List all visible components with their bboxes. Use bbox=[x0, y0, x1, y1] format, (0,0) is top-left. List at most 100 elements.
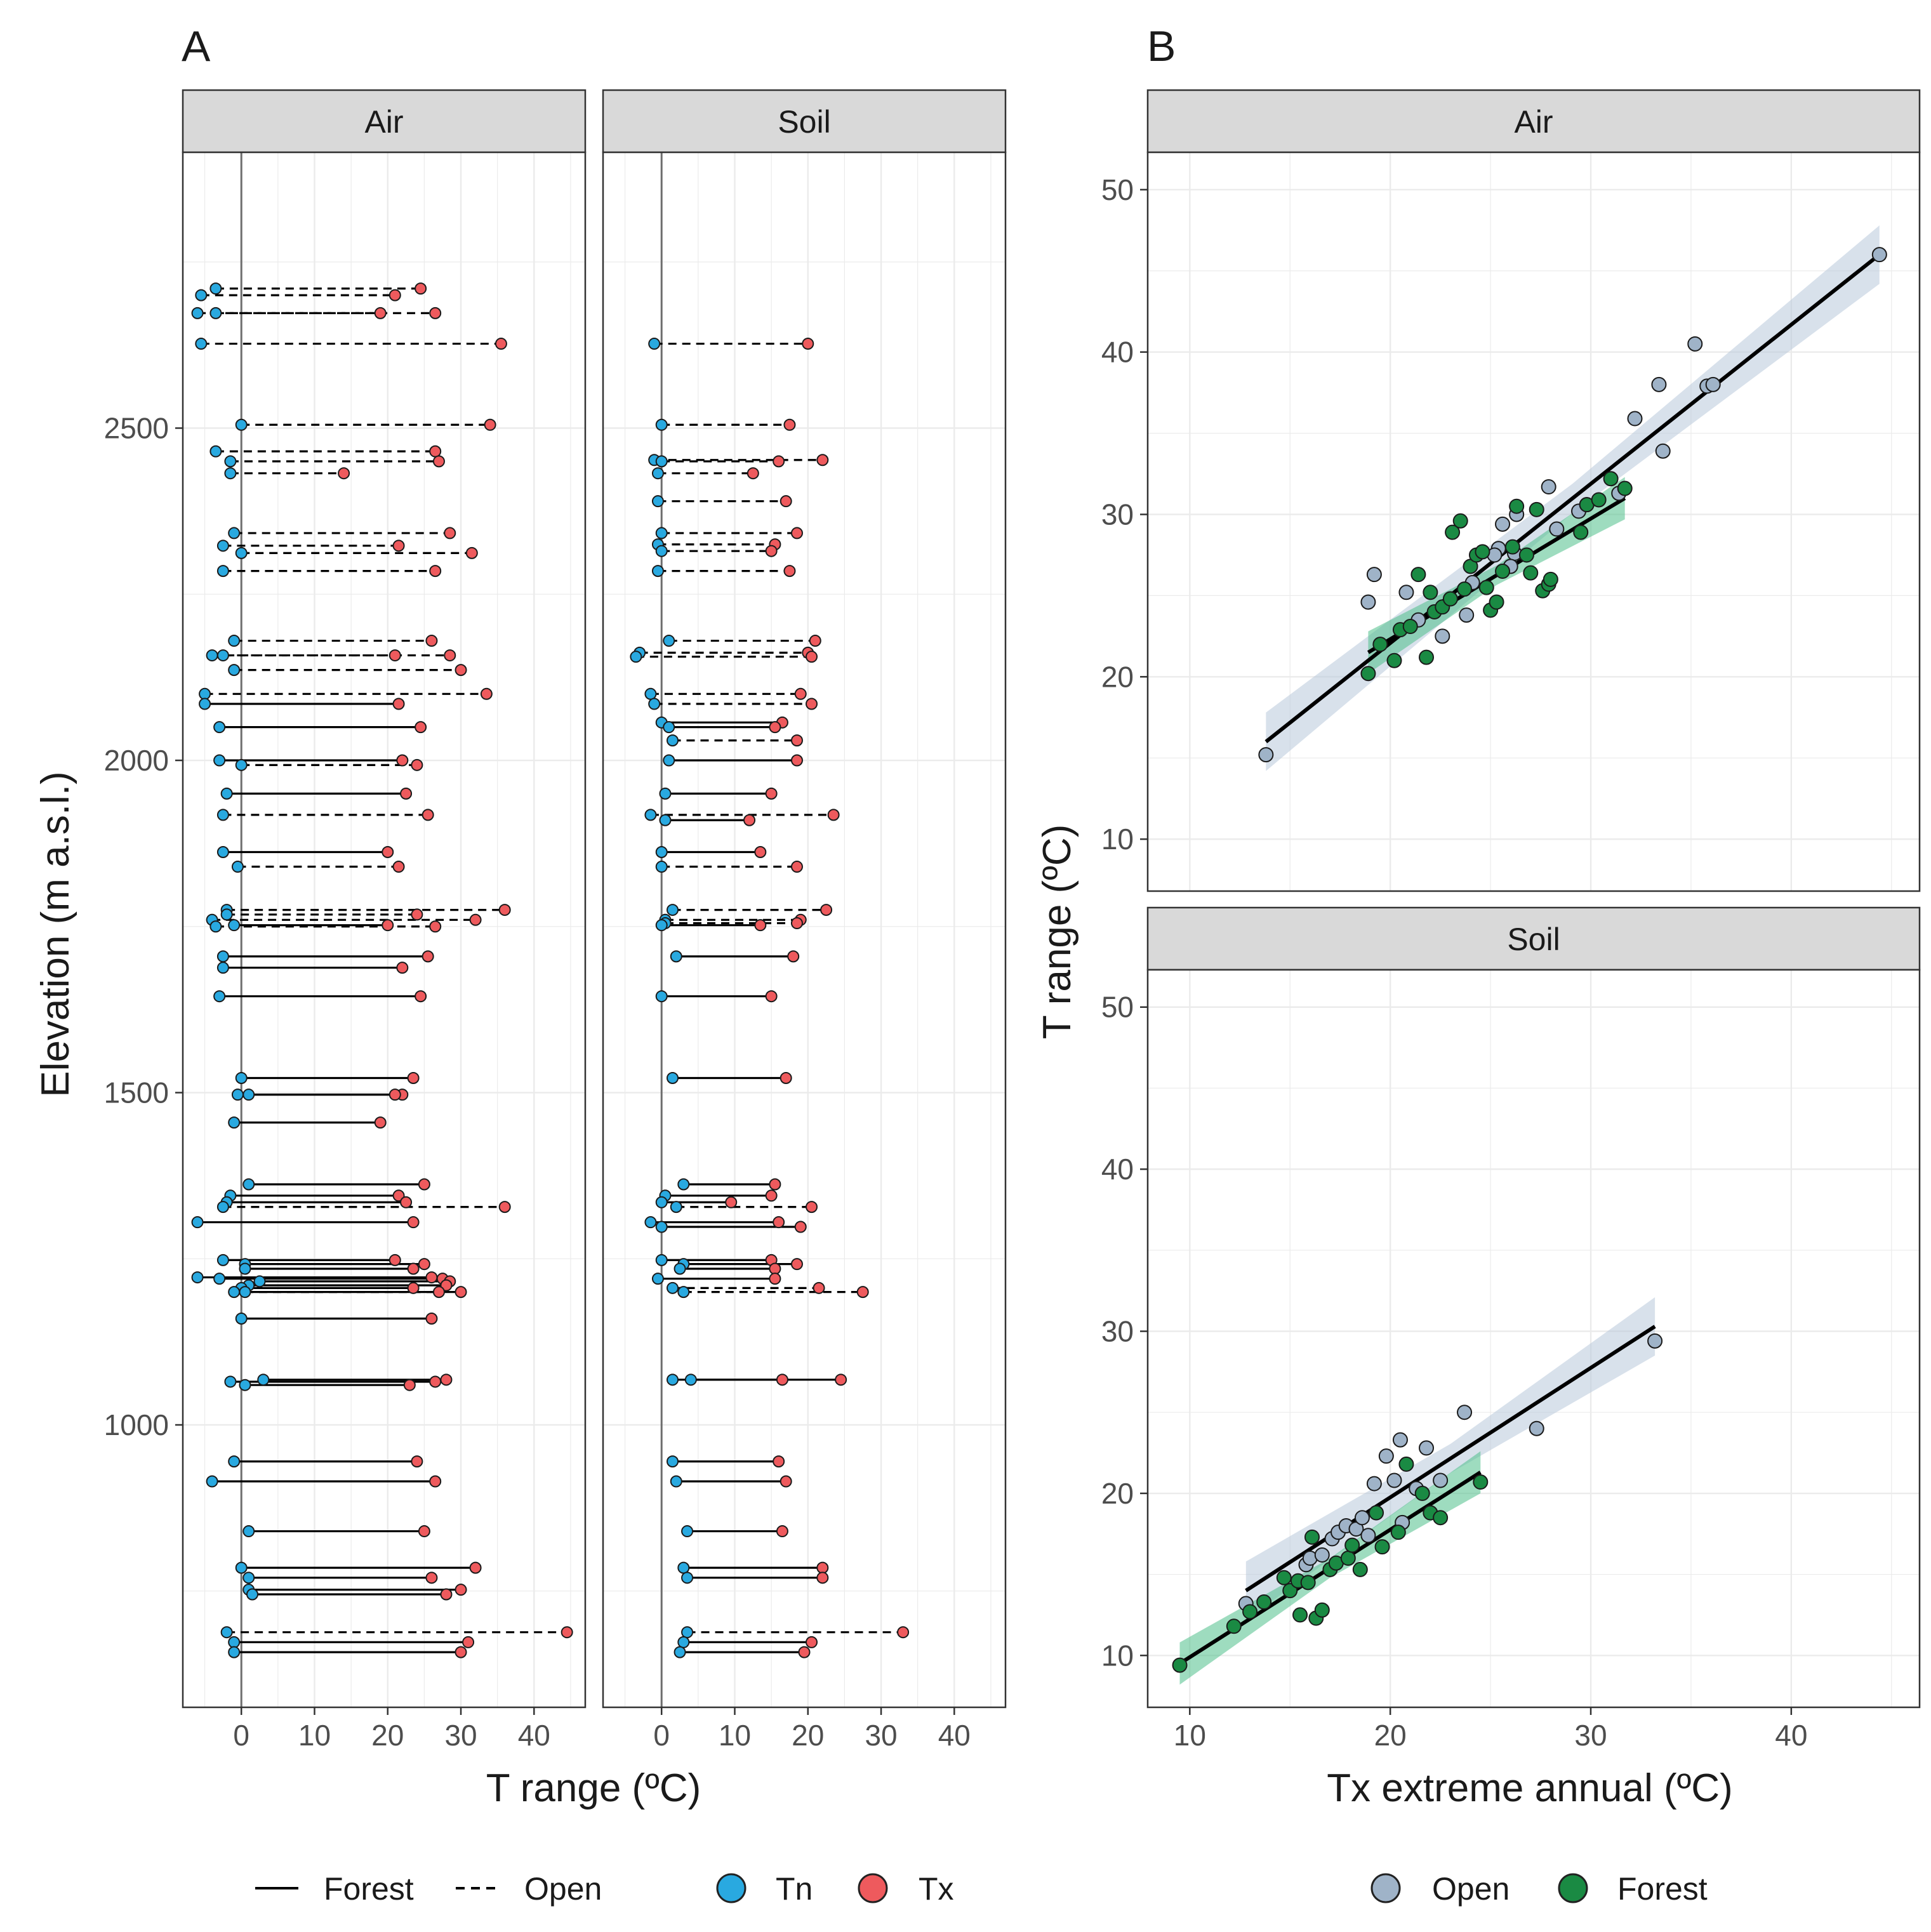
open-point bbox=[1378, 1448, 1394, 1464]
tn-point bbox=[228, 664, 241, 677]
tn-point bbox=[651, 467, 664, 480]
plot-border-air bbox=[1146, 151, 1921, 892]
tx-point bbox=[396, 962, 409, 974]
y-tick-label: 30 bbox=[1101, 1315, 1134, 1348]
legend-forest-label: Forest bbox=[324, 1871, 414, 1907]
tx-point bbox=[396, 754, 409, 767]
tx-point bbox=[856, 1286, 869, 1299]
tx-point bbox=[783, 565, 796, 578]
tn-point bbox=[235, 1071, 248, 1084]
tx-point bbox=[382, 846, 394, 858]
tx-point bbox=[743, 814, 756, 826]
forest-point bbox=[1402, 619, 1418, 635]
open-point bbox=[1549, 521, 1565, 537]
tx-point bbox=[813, 1281, 825, 1294]
tn-point bbox=[195, 289, 208, 301]
forest-point bbox=[1423, 585, 1438, 600]
forest-point bbox=[1386, 652, 1402, 668]
panel-b-soil-facet: Soil 10 20 30 40 50 10 20 30 40 bbox=[1101, 906, 1921, 1752]
forest-point bbox=[1369, 1505, 1384, 1521]
x-tick-label: 30 bbox=[1574, 1719, 1607, 1752]
tn-point bbox=[228, 635, 241, 647]
tn-point bbox=[651, 495, 664, 508]
tx-point bbox=[415, 721, 427, 734]
forest-point bbox=[1344, 1537, 1360, 1553]
tn-point bbox=[677, 1178, 690, 1191]
tn-point bbox=[231, 861, 244, 873]
tx-point bbox=[392, 539, 405, 552]
tn-point bbox=[239, 1379, 251, 1391]
facet-strip-label-soil: Soil bbox=[1507, 922, 1560, 957]
open-point bbox=[1354, 1510, 1370, 1526]
x-tick-label: 40 bbox=[938, 1719, 971, 1752]
tn-point bbox=[630, 651, 642, 663]
tx-point bbox=[484, 418, 496, 431]
forest-point bbox=[1452, 513, 1468, 529]
tn-point bbox=[242, 1088, 255, 1101]
y-tick-label: 20 bbox=[1101, 660, 1134, 693]
x-tick-label: 10 bbox=[719, 1719, 751, 1752]
tn-point bbox=[655, 990, 668, 1003]
tx-point bbox=[783, 418, 796, 431]
forest-point bbox=[1529, 501, 1544, 517]
facet-strip-label-air: Air bbox=[364, 104, 403, 140]
tn-point bbox=[228, 919, 241, 932]
tx-point bbox=[392, 861, 405, 873]
tn-point bbox=[670, 1201, 682, 1214]
tx-point bbox=[429, 1475, 442, 1488]
legend-tx-key bbox=[858, 1873, 888, 1903]
panel-b-air-facet: Air 10 20 30 40 50 bbox=[1101, 89, 1921, 892]
forest-point bbox=[1172, 1657, 1188, 1673]
regression-line-open bbox=[1245, 1325, 1656, 1592]
tx-point bbox=[790, 861, 803, 873]
tn-point bbox=[681, 1525, 694, 1538]
tn-point bbox=[191, 1271, 204, 1284]
tn-point bbox=[246, 1588, 259, 1601]
tx-point bbox=[388, 649, 401, 662]
open-point bbox=[1366, 567, 1382, 583]
tn-point bbox=[674, 1262, 686, 1275]
plot-border-soil bbox=[602, 151, 1007, 1709]
tx-point bbox=[765, 990, 778, 1003]
tx-point bbox=[769, 1178, 781, 1191]
tx-point bbox=[780, 1475, 792, 1488]
tn-point bbox=[655, 527, 668, 539]
y-tick-label: 10 bbox=[1101, 1639, 1134, 1672]
tx-point bbox=[809, 635, 821, 647]
tx-point bbox=[776, 1525, 788, 1538]
tn-point bbox=[209, 282, 222, 295]
tn-point bbox=[670, 1475, 682, 1488]
tn-point bbox=[224, 455, 237, 468]
y-tick-label: 20 bbox=[1101, 1477, 1134, 1510]
tn-point bbox=[216, 950, 229, 963]
tn-point bbox=[655, 846, 668, 858]
tx-point bbox=[790, 754, 803, 767]
legend-tn-key bbox=[716, 1873, 747, 1903]
tn-point bbox=[655, 1254, 668, 1266]
forest-point bbox=[1390, 1525, 1406, 1540]
tn-point bbox=[191, 307, 204, 319]
tx-point bbox=[769, 1262, 781, 1275]
forest-point bbox=[1410, 567, 1426, 583]
tx-point bbox=[769, 1273, 781, 1285]
tn-point bbox=[667, 734, 679, 747]
tx-point bbox=[765, 545, 778, 557]
tx-point bbox=[429, 1375, 442, 1388]
tx-point bbox=[407, 1071, 420, 1084]
tx-point bbox=[725, 1196, 738, 1208]
forest-point bbox=[1414, 1485, 1430, 1501]
tx-point bbox=[469, 913, 482, 926]
panel-a-soil-facet: Soil 0 10 20 30 40 bbox=[602, 89, 1007, 1752]
tx-point bbox=[827, 809, 840, 821]
tx-point bbox=[338, 467, 350, 480]
tn-point bbox=[667, 904, 679, 916]
tn-point bbox=[216, 1254, 229, 1266]
tx-point bbox=[780, 1071, 792, 1084]
tn-point bbox=[228, 527, 241, 539]
tn-point bbox=[681, 1571, 694, 1584]
open-point bbox=[1687, 336, 1703, 352]
open-point bbox=[1627, 411, 1643, 427]
tx-point bbox=[374, 1116, 387, 1129]
tn-point bbox=[655, 418, 668, 431]
tn-point bbox=[228, 1116, 241, 1129]
